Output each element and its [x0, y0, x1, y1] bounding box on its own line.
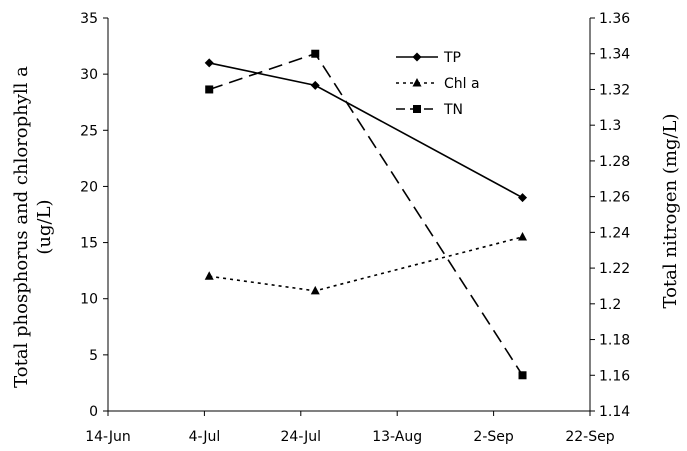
- right-axis-title: Total nitrogen (mg/L): [660, 113, 681, 308]
- data-point-tn: [205, 85, 214, 94]
- left-tick-label: 15: [80, 236, 98, 252]
- left-tick-label: 35: [80, 11, 98, 27]
- x-tick-label: 13-Aug: [372, 429, 422, 445]
- right-tick-label: 1.22: [599, 261, 630, 277]
- axes: [107, 18, 591, 412]
- right-tick-label: 1.3: [599, 118, 621, 134]
- data-point-tp: [204, 58, 214, 68]
- legend-label-tn: TN: [443, 102, 463, 118]
- right-tick-label: 1.26: [599, 190, 630, 206]
- data-point-chl-a: [310, 285, 320, 295]
- series-line-chl-a: [209, 236, 523, 292]
- data-point-tp: [518, 193, 528, 203]
- right-tick-label: 1.2: [599, 297, 621, 313]
- data-point-tp: [310, 80, 320, 90]
- legend-items: TP Chl a TN: [396, 50, 480, 118]
- left-tick-label: 10: [80, 292, 98, 308]
- right-tick-label: 1.32: [599, 82, 630, 98]
- x-tick-label: 4-Jul: [189, 429, 221, 445]
- x-tick-label: 2-Sep: [473, 429, 513, 445]
- legend-marker-tn: [413, 105, 421, 113]
- left-tick-label: 0: [89, 404, 98, 420]
- legend-marker-chl-a: [412, 78, 422, 87]
- right-tick-label: 1.16: [599, 368, 630, 384]
- left-tick-label: 5: [89, 348, 98, 364]
- legend: TP Chl a TN: [390, 38, 500, 124]
- data-point-tn: [518, 371, 527, 380]
- legend-label-chl-a: Chl a: [444, 76, 480, 92]
- legend-box: [390, 38, 500, 124]
- x-tick-label: 14-Jun: [85, 429, 131, 445]
- x-tick-label: 22-Sep: [565, 429, 614, 445]
- right-tick-label: 1.36: [599, 11, 630, 27]
- right-tick-label: 1.14: [599, 404, 630, 420]
- right-tick-label: 1.34: [599, 47, 630, 63]
- legend-marker-tp: [412, 52, 422, 62]
- left-axis-ticks: 0 5 10 15 20 25 30 35: [80, 11, 108, 420]
- right-axis-ticks: 1.14 1.16 1.18 1.2 1.22 1.24 1.26 1.28 1.3 1.32 1.…: [590, 11, 630, 420]
- left-tick-label: 30: [80, 67, 98, 83]
- series-layer: [204, 49, 528, 380]
- data-point-tn: [311, 49, 320, 58]
- right-tick-label: 1.18: [599, 333, 630, 349]
- right-tick-label: 1.28: [599, 154, 630, 170]
- left-tick-label: 25: [80, 123, 98, 139]
- x-tick-label: 24-Jul: [281, 429, 322, 445]
- left-tick-label: 20: [80, 179, 98, 195]
- legend-label-tp: TP: [443, 50, 461, 66]
- data-point-chl-a: [518, 231, 528, 241]
- left-axis-title-line2: (ug/L): [34, 199, 55, 254]
- right-tick-label: 1.24: [599, 225, 630, 241]
- data-point-chl-a: [204, 271, 214, 280]
- left-axis-title-line1: Total phosphorus and chlorophyll a: [11, 66, 32, 388]
- x-axis-ticks: 14-Jun 4-Jul 24-Jul 13-Aug 2-Sep 22-Sep: [85, 411, 615, 445]
